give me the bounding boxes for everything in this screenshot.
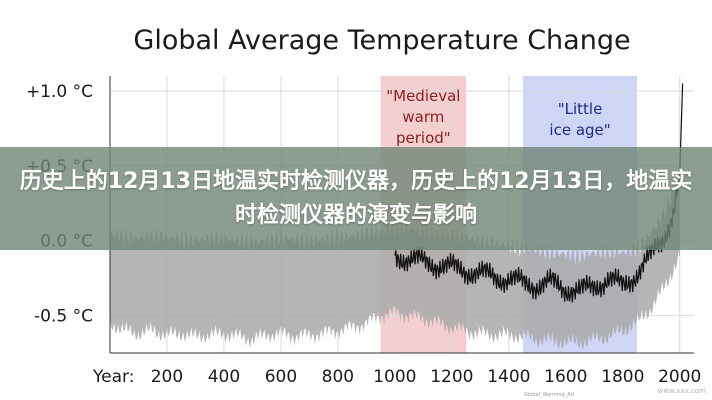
x-tick-label: 800	[322, 367, 354, 387]
chart-title: Global Average Temperature Change	[133, 25, 630, 56]
y-tick-label: -0.5 °C	[34, 307, 93, 327]
period-label: "Medieval	[386, 87, 460, 105]
x-axis-label: Year:	[92, 367, 134, 387]
x-tick-label: 1400	[487, 367, 530, 387]
x-tick-label: 1200	[430, 367, 473, 387]
x-tick-label: 200	[151, 367, 183, 387]
x-tick-label: 1600	[544, 367, 587, 387]
x-tick-label: 2000	[658, 367, 701, 387]
period-label: warm	[402, 108, 444, 126]
x-tick-label: 1800	[601, 367, 644, 387]
x-tick-label: 1000	[373, 367, 416, 387]
image-credit: Global_Warming_Art	[524, 392, 575, 398]
headline-text: 历史上的12月13日地温实时检测仪器，历史上的12月13日，地温实时检测仪器的演…	[11, 165, 701, 233]
x-tick-label: 600	[265, 367, 297, 387]
x-tick-label: 400	[208, 367, 240, 387]
y-tick-label: +1.0 °C	[26, 82, 93, 102]
period-label: "Little	[558, 100, 603, 118]
period-label: ice age"	[549, 121, 610, 139]
period-label: period"	[396, 129, 451, 147]
watermark-text: www.xxx.com	[618, 387, 706, 396]
headline-banner: 历史上的12月13日地温实时检测仪器，历史上的12月13日，地温实时检测仪器的演…	[0, 147, 712, 250]
